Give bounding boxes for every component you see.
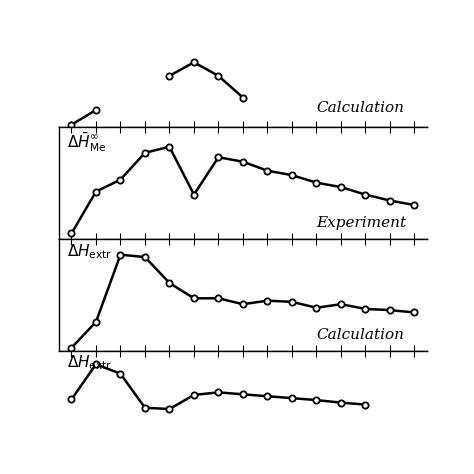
Text: $\Delta H_{\mathrm{extr}}$: $\Delta H_{\mathrm{extr}}$ [66, 354, 112, 372]
Text: Experiment: Experiment [316, 217, 407, 230]
Text: $\Delta\bar{H}_{\mathrm{Me}}^{\infty}$: $\Delta\bar{H}_{\mathrm{Me}}^{\infty}$ [66, 131, 106, 155]
Text: $\Delta H_{\mathrm{extr}}$: $\Delta H_{\mathrm{extr}}$ [66, 243, 112, 262]
Text: Calculation: Calculation [316, 328, 404, 342]
Text: Calculation: Calculation [316, 100, 404, 115]
